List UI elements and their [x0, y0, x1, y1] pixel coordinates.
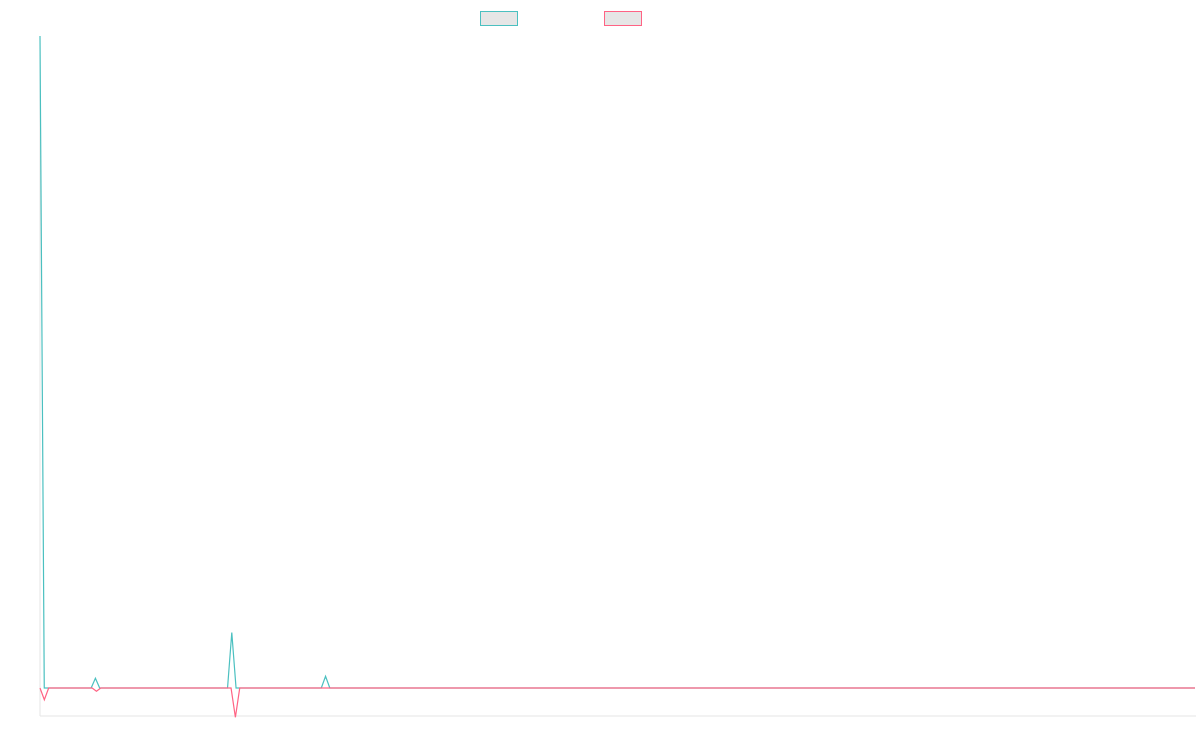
legend-item-series-1[interactable] [480, 9, 524, 27]
chart-legend [0, 9, 1200, 27]
legend-swatch-series-1 [480, 10, 518, 26]
legend-swatch-series-2 [604, 10, 642, 26]
legend-item-series-2[interactable] [604, 9, 648, 27]
series-line-2 [39, 687, 1195, 718]
series-line-1 [39, 35, 1195, 689]
